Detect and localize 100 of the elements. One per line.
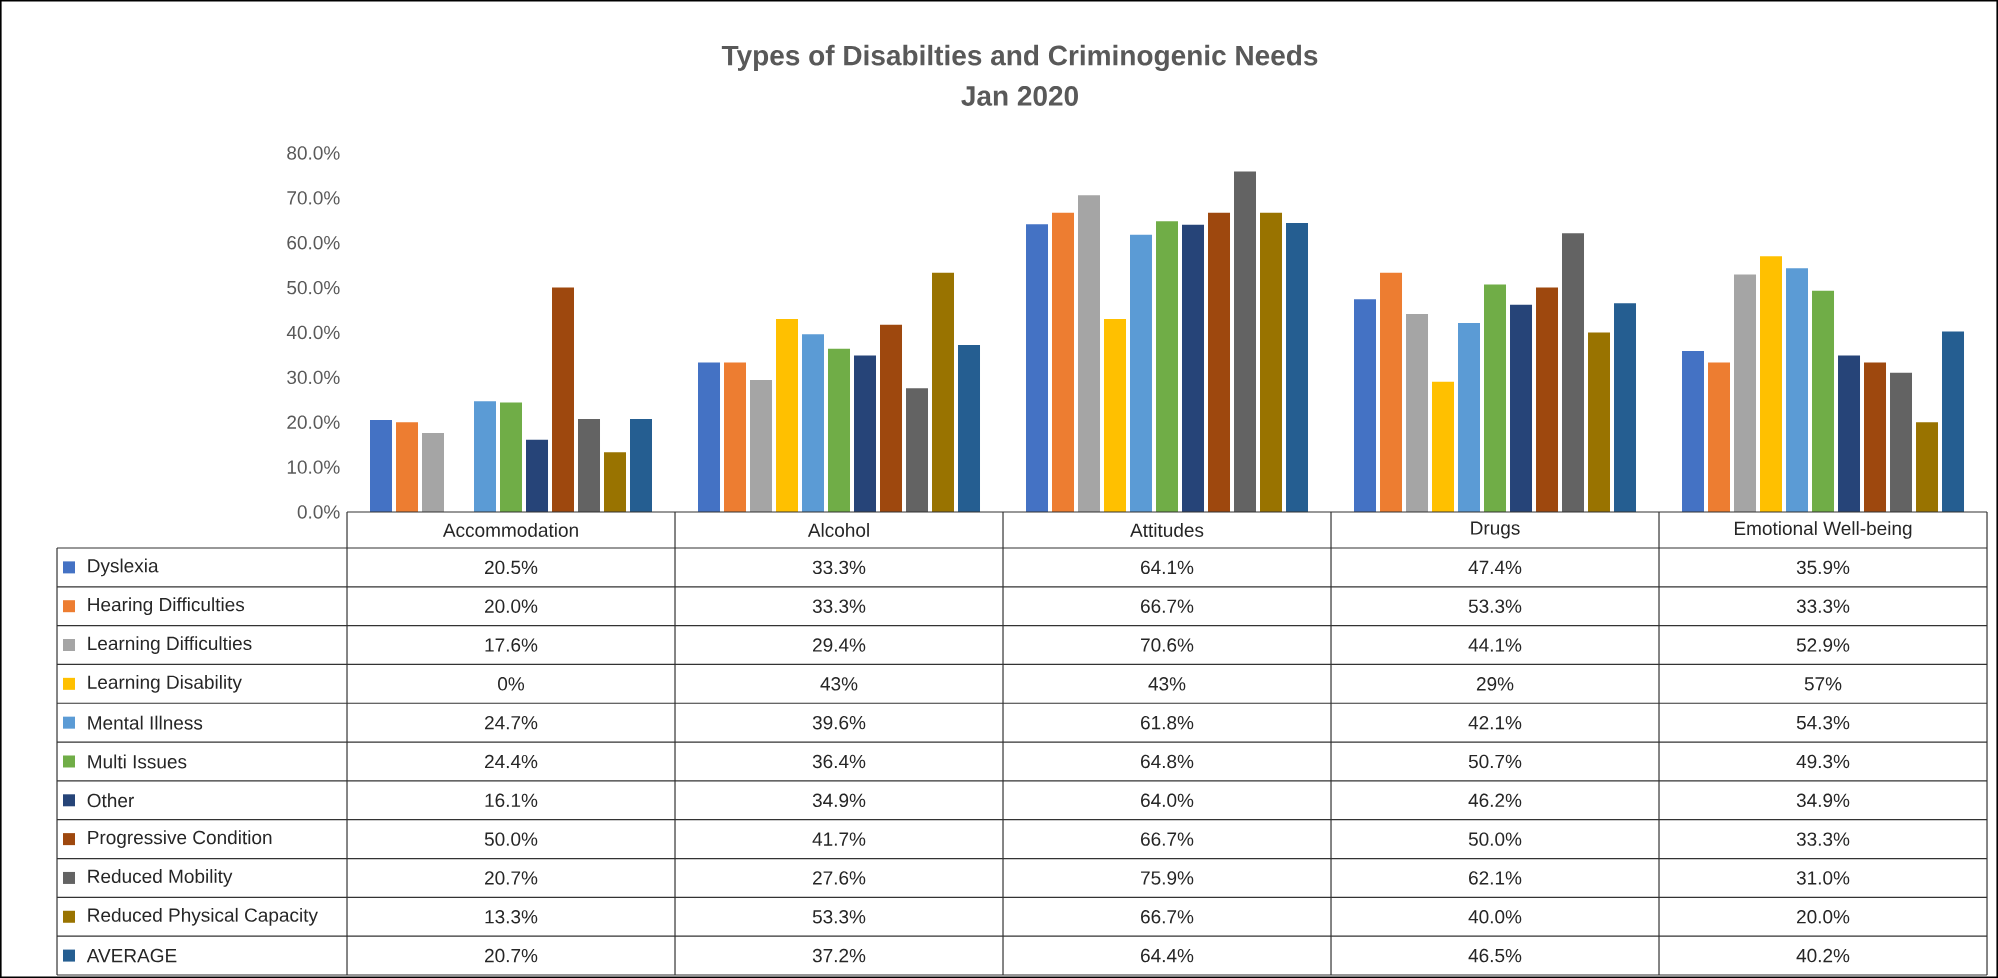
bar [1354, 299, 1377, 512]
data-label: 43% [820, 677, 858, 691]
data-label: 20.7% [485, 871, 538, 885]
y-tick-label: 20.0% [287, 415, 340, 429]
bar [1484, 284, 1507, 512]
data-label: 64.0% [1141, 793, 1194, 808]
bar [1588, 332, 1611, 512]
data-label: 42.1% [1468, 715, 1522, 730]
bar [1286, 223, 1309, 512]
y-tick-label: 50.0% [287, 280, 340, 295]
bar [1786, 268, 1809, 512]
x-tick-label: Attitudes [1130, 523, 1204, 537]
data-label: 49.3% [1796, 754, 1850, 769]
data-label: 46.2% [1468, 793, 1522, 808]
data-label: 20.5% [485, 560, 538, 575]
data-label: 20.7% [485, 948, 538, 963]
bar [854, 355, 877, 512]
bar [552, 287, 575, 512]
bar [776, 319, 798, 512]
data-label: 62.1% [1469, 871, 1522, 885]
data-label: 29% [1476, 677, 1514, 691]
bar [1052, 212, 1075, 512]
data-label: 66.7% [1141, 910, 1194, 924]
data-label: 34.9% [1796, 793, 1850, 808]
data-label: 24.7% [485, 715, 538, 730]
legend-label: Mental Illness [88, 715, 203, 730]
data-label: 24.4% [485, 754, 538, 769]
y-tick-label: 30.0% [287, 370, 340, 385]
bar [906, 388, 928, 512]
legend-label: Reduced Mobility [88, 869, 233, 887]
bar [1760, 256, 1783, 512]
bar [932, 272, 955, 512]
bar [1812, 290, 1835, 512]
bar [958, 345, 981, 512]
data-label: 50.0% [1468, 832, 1522, 846]
data-label: 33.3% [812, 560, 866, 575]
bar [1536, 287, 1559, 512]
bar [604, 452, 626, 512]
y-tick-label: 80.0% [287, 146, 340, 160]
bar [1510, 304, 1533, 512]
bar [526, 439, 549, 512]
x-tick-label: Accommodation [442, 523, 578, 537]
bar [422, 433, 445, 512]
data-label: 64.1% [1141, 560, 1194, 575]
bar [1104, 319, 1127, 512]
x-tick-label: Emotional Well-being [1734, 521, 1912, 539]
bar [880, 324, 903, 512]
data-label: 20.0% [485, 599, 538, 613]
bar [396, 422, 419, 512]
bar [1156, 221, 1179, 512]
data-label: 53.3% [1468, 599, 1522, 613]
y-tick-label: 70.0% [287, 191, 340, 205]
legend-label: Reduced Physical Capacity [88, 907, 318, 926]
data-label: 54.3% [1796, 715, 1850, 730]
legend-label: Hearing Difficulties [88, 597, 245, 616]
data-label: 61.8% [1141, 715, 1194, 730]
data-label: 44.1% [1468, 638, 1522, 652]
data-label: 35.9% [1796, 560, 1850, 575]
bar [1734, 274, 1757, 512]
data-label: 50.0% [484, 832, 538, 846]
data-label: 50.7% [1468, 754, 1522, 769]
data-label: 46.5% [1468, 948, 1522, 963]
data-label: 64.4% [1141, 948, 1194, 963]
data-label: 33.3% [1796, 832, 1850, 846]
bar [698, 362, 721, 512]
bar [1406, 314, 1429, 512]
data-label: 70.6% [1141, 638, 1194, 652]
data-label: 27.6% [813, 871, 866, 885]
bar [370, 419, 393, 512]
bar [578, 419, 601, 512]
bar [1838, 355, 1861, 512]
bar [1916, 422, 1939, 512]
data-label: 43% [1148, 677, 1186, 691]
legend-label: AVERAGE [86, 948, 177, 963]
data-label: 33.3% [1796, 599, 1850, 613]
bar [724, 362, 747, 512]
bar [1234, 171, 1257, 512]
data-label: 64.8% [1141, 754, 1194, 769]
data-label: 34.9% [812, 793, 866, 808]
data-label: 66.7% [1141, 832, 1194, 846]
bar [828, 348, 851, 512]
y-tick-label: 60.0% [287, 236, 340, 250]
bar [1078, 195, 1100, 512]
data-label: 13.3% [485, 910, 538, 924]
bar [1182, 224, 1205, 512]
y-tick-label: 0.0% [297, 505, 340, 519]
data-label: 36.4% [812, 754, 866, 769]
data-label: 29.4% [813, 638, 866, 652]
data-label: 66.7% [1141, 599, 1194, 613]
bar [750, 380, 773, 512]
bar [1380, 272, 1403, 512]
bar [1260, 212, 1283, 512]
data-label: 40.0% [1468, 910, 1522, 924]
bar [630, 419, 653, 512]
data-label: 20.0% [1797, 910, 1850, 924]
bar [1708, 362, 1731, 512]
bar [1432, 381, 1455, 512]
data-label: 57% [1804, 677, 1842, 691]
legend-label: Learning Difficulties [88, 636, 252, 654]
bar [1864, 362, 1887, 512]
